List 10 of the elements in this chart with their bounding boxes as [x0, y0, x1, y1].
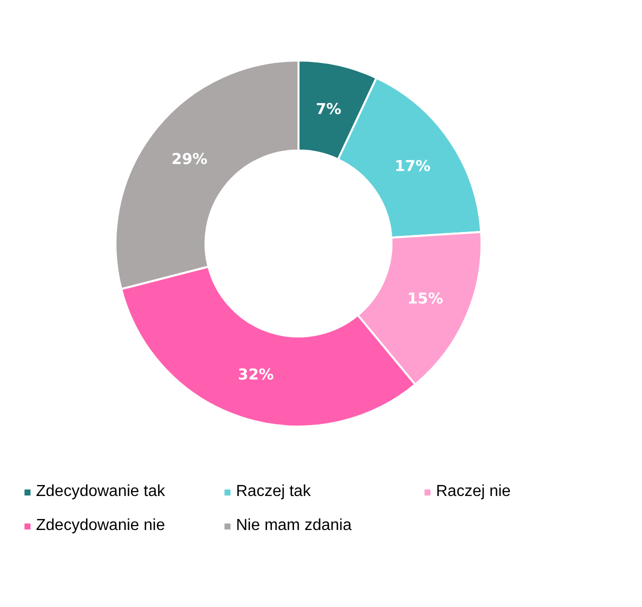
- data-label: 29%: [172, 150, 208, 168]
- legend-label: Zdecydowanie nie: [36, 517, 166, 535]
- data-label: 15%: [407, 289, 444, 308]
- data-label: 17%: [394, 156, 431, 175]
- data-label: 7%: [316, 100, 342, 118]
- legend-label: Zdecydowanie tak: [36, 483, 166, 501]
- legend-label: Nie mam zdania: [236, 517, 353, 535]
- data-label: 32%: [238, 366, 274, 384]
- legend-label: Raczej tak: [236, 483, 312, 501]
- legend-label: Raczej nie: [436, 483, 512, 501]
